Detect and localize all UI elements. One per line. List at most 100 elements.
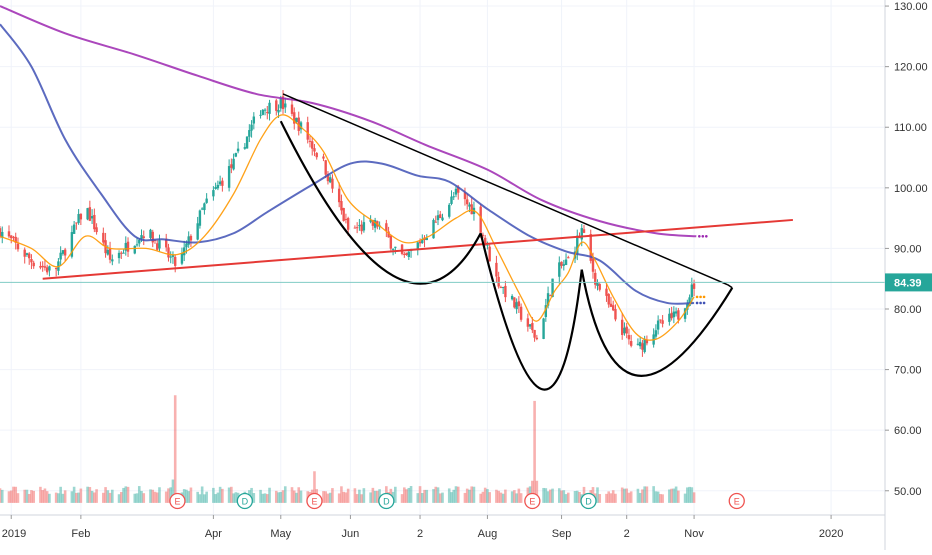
volume-bar	[9, 490, 13, 503]
volume-bar	[187, 491, 190, 503]
volume-bar	[216, 492, 220, 503]
candle-body	[200, 208, 204, 210]
candle-body	[75, 222, 78, 224]
volume-bar	[405, 489, 408, 503]
volume-bar	[326, 493, 330, 503]
volume-bar	[32, 490, 35, 503]
volume-bar	[227, 487, 231, 503]
volume-bar	[149, 489, 152, 503]
volume-bar	[185, 489, 188, 503]
candle-body	[236, 148, 240, 152]
volume-bar	[468, 489, 471, 503]
volume-bar	[378, 489, 381, 503]
volume-bar	[625, 488, 628, 503]
candle-body	[373, 220, 377, 228]
volume-bar	[274, 490, 278, 503]
candle-body	[605, 288, 608, 296]
candle-body	[295, 117, 298, 123]
earnings-marker	[169, 492, 186, 510]
x-tick-label: 2020	[819, 528, 843, 540]
candle-body	[683, 308, 687, 319]
y-tick-label: 80.00	[894, 304, 922, 316]
dividend-marker	[580, 492, 597, 510]
volume-bar	[472, 486, 476, 503]
ma-short-projection-dot	[699, 295, 702, 299]
candle-body	[185, 243, 188, 248]
candle-body	[609, 303, 613, 307]
volume-bar	[497, 490, 500, 503]
volume-bar	[133, 493, 137, 503]
volume-bar	[108, 492, 112, 503]
candle-body	[659, 319, 662, 321]
candle-body	[369, 219, 372, 222]
volume-bar	[117, 494, 121, 503]
candle-body	[158, 240, 161, 249]
candle-body	[544, 305, 548, 318]
volume-bar	[627, 492, 631, 503]
volume-bar	[353, 488, 357, 503]
volume-bar	[45, 491, 49, 503]
volume-bar	[281, 490, 285, 503]
candle-body	[638, 341, 642, 347]
volume-bar	[607, 491, 611, 503]
candle-body	[495, 262, 498, 277]
candle-body	[169, 256, 172, 258]
candle-body	[355, 227, 359, 229]
candle-body	[311, 141, 314, 149]
volume-bar	[142, 493, 146, 503]
volume-bar	[560, 490, 563, 503]
volume-bar	[342, 491, 345, 503]
candle-body	[674, 311, 678, 314]
volume-bar	[432, 489, 435, 503]
candle-body	[517, 301, 521, 307]
candle-body	[315, 152, 318, 158]
x-axis[interactable]: 2019 Feb Apr May Jun 2 Aug Sep 2 Nov 2020	[2, 515, 844, 540]
volume-bar	[63, 490, 67, 503]
candle-body	[670, 312, 673, 319]
candle-body	[528, 324, 532, 327]
candle-body	[140, 235, 143, 240]
candle-body	[452, 196, 455, 198]
candle-body	[230, 164, 233, 168]
volume-bar	[111, 489, 114, 503]
volume-bar	[7, 491, 11, 503]
candle-body	[189, 235, 193, 241]
volume-bar	[283, 486, 287, 503]
candle-body	[290, 104, 294, 114]
volume-bar	[501, 493, 505, 503]
candle-body	[483, 237, 487, 244]
candle-body	[441, 217, 444, 221]
candle-body	[661, 320, 664, 324]
candle-body	[124, 242, 127, 251]
y-tick-label: 100.00	[894, 183, 928, 195]
volume-bar	[623, 488, 626, 503]
volume-bar	[54, 492, 58, 503]
volume-bar	[297, 487, 301, 503]
volume-bar	[481, 491, 485, 503]
volume-bar	[140, 490, 143, 503]
volume-bar	[499, 492, 503, 503]
volume-bar	[200, 486, 204, 503]
y-axis[interactable]: 130.00 120.00 110.00 100.00 90.00 80.00 70.00 6…	[885, 1, 928, 498]
candle-body	[371, 220, 375, 226]
candle-body	[672, 311, 676, 318]
volume-bar	[169, 487, 173, 503]
candle-body	[551, 278, 554, 298]
candle-body	[198, 210, 202, 226]
candle-body	[501, 286, 505, 288]
candle-body	[387, 231, 390, 238]
candle-body	[385, 223, 388, 231]
candle-body	[322, 156, 325, 159]
candle-body	[400, 244, 404, 254]
volume-bar	[77, 492, 80, 503]
x-tick-label: Jun	[342, 528, 360, 540]
candle-body	[16, 243, 20, 250]
cup-1-curve	[279, 120, 482, 285]
volume-bar	[544, 488, 548, 503]
candle-body	[299, 122, 303, 130]
candle-body	[28, 253, 31, 259]
volume-bar	[250, 487, 253, 503]
candle-body	[526, 318, 530, 327]
